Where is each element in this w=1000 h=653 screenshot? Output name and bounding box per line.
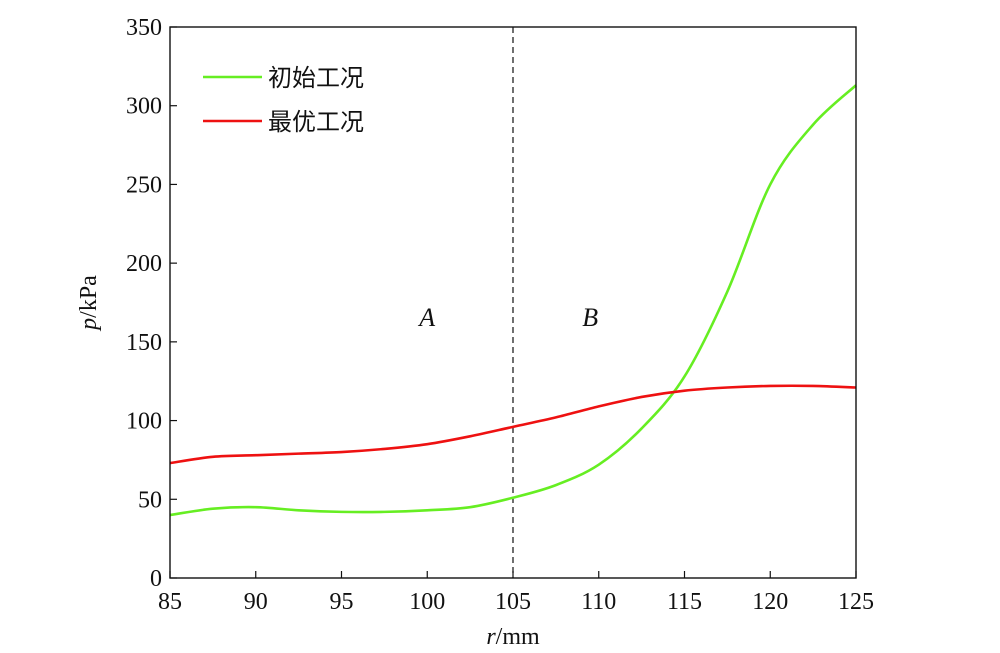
x-axis-unit: /mm — [496, 624, 540, 650]
y-axis-unit: /kPa — [76, 275, 102, 318]
x-tick-label: 105 — [495, 589, 531, 615]
region-label-a: A — [417, 303, 435, 332]
y-tick-label: 0 — [150, 566, 162, 592]
x-tick-label: 125 — [838, 589, 874, 615]
x-tick-label: 115 — [667, 589, 702, 615]
x-tick-label: 110 — [581, 589, 616, 615]
y-tick-label: 350 — [126, 15, 162, 41]
x-tick-label: 100 — [409, 589, 445, 615]
x-tick-label: 95 — [330, 589, 354, 615]
y-tick-label: 50 — [138, 487, 162, 513]
y-tick-label: 250 — [126, 172, 162, 198]
legend-label-2: 最优工况 — [268, 108, 364, 136]
series-line-2 — [169, 384, 857, 465]
x-axis-var: r — [486, 624, 496, 650]
x-tick-label: 120 — [752, 589, 788, 615]
y-axis-title: p/kPa — [76, 275, 102, 332]
x-tick-label: 85 — [158, 589, 182, 615]
x-tick-label: 90 — [244, 589, 268, 615]
series-line-1 — [169, 84, 857, 517]
y-tick-label: 200 — [126, 251, 162, 277]
y-tick-label: 100 — [126, 409, 162, 435]
region-label-b: B — [582, 303, 598, 332]
y-axis-var: p — [76, 318, 102, 332]
legend-label-1: 初始工况 — [268, 64, 364, 92]
y-tick-label: 300 — [126, 94, 162, 120]
x-axis-title: r/mm — [486, 624, 540, 650]
axes: 85 90 95 100 105 110 115 120 125 0 50 100 150 200 250 3… — [76, 15, 874, 650]
y-tick-label: 150 — [126, 330, 162, 356]
